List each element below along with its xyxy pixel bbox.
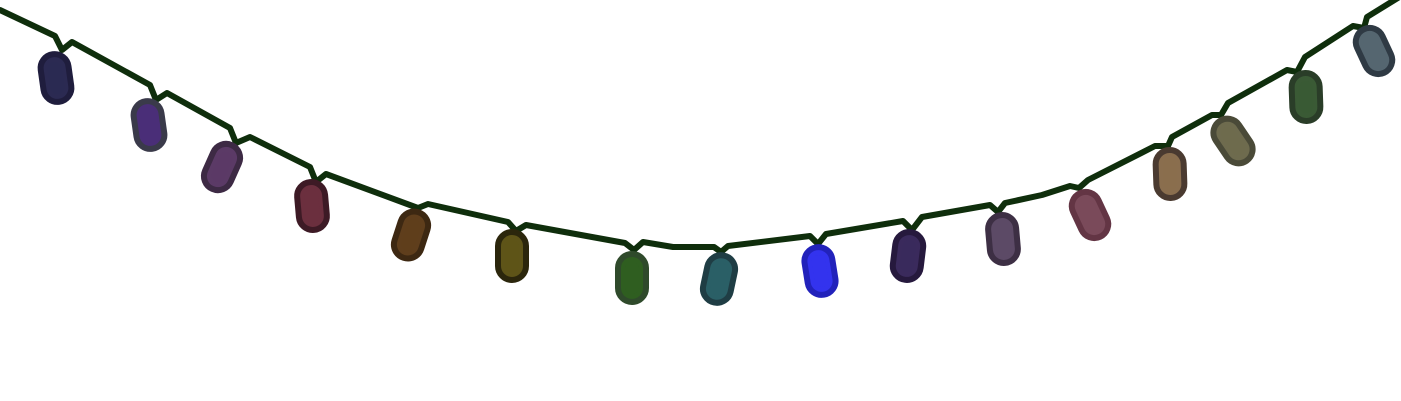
bulb-12[interactable] [1067, 187, 1113, 242]
bulbs-group [37, 23, 1397, 306]
bulb-13[interactable] [1152, 147, 1188, 201]
bulb-highlight [1298, 81, 1314, 113]
bulb-14[interactable] [1208, 113, 1258, 168]
bulb-2[interactable] [130, 98, 168, 152]
bulb-highlight [995, 223, 1011, 255]
bulb-highlight [47, 62, 65, 94]
bulb-highlight [1220, 126, 1246, 156]
bulb-9-lit[interactable] [801, 244, 839, 298]
bulb-10[interactable] [889, 229, 927, 283]
bulb-highlight [811, 255, 829, 287]
bulb-highlight [140, 109, 158, 141]
bulb-5[interactable] [390, 208, 432, 262]
bulb-6[interactable] [495, 229, 529, 283]
bulb-11[interactable] [985, 212, 1021, 266]
bulb-highlight [211, 151, 233, 183]
bulb-highlight [625, 262, 639, 294]
bulb-16[interactable] [1351, 23, 1397, 78]
bulb-3[interactable] [199, 139, 244, 194]
bulb-15[interactable] [1288, 70, 1324, 124]
bulb-highlight [401, 219, 421, 251]
bulb-highlight [1162, 158, 1178, 190]
bulb-highlight [899, 240, 917, 272]
bulb-1[interactable] [37, 51, 75, 105]
bulb-7[interactable] [615, 251, 649, 305]
bulb-highlight [304, 190, 320, 222]
light-string-wire [0, 0, 1401, 255]
bulb-8[interactable] [699, 252, 739, 306]
bulb-highlight [1079, 199, 1101, 231]
bulb-highlight [505, 240, 519, 272]
bulb-4[interactable] [294, 179, 330, 233]
bulb-highlight [1363, 35, 1385, 67]
bulb-highlight [710, 263, 728, 295]
